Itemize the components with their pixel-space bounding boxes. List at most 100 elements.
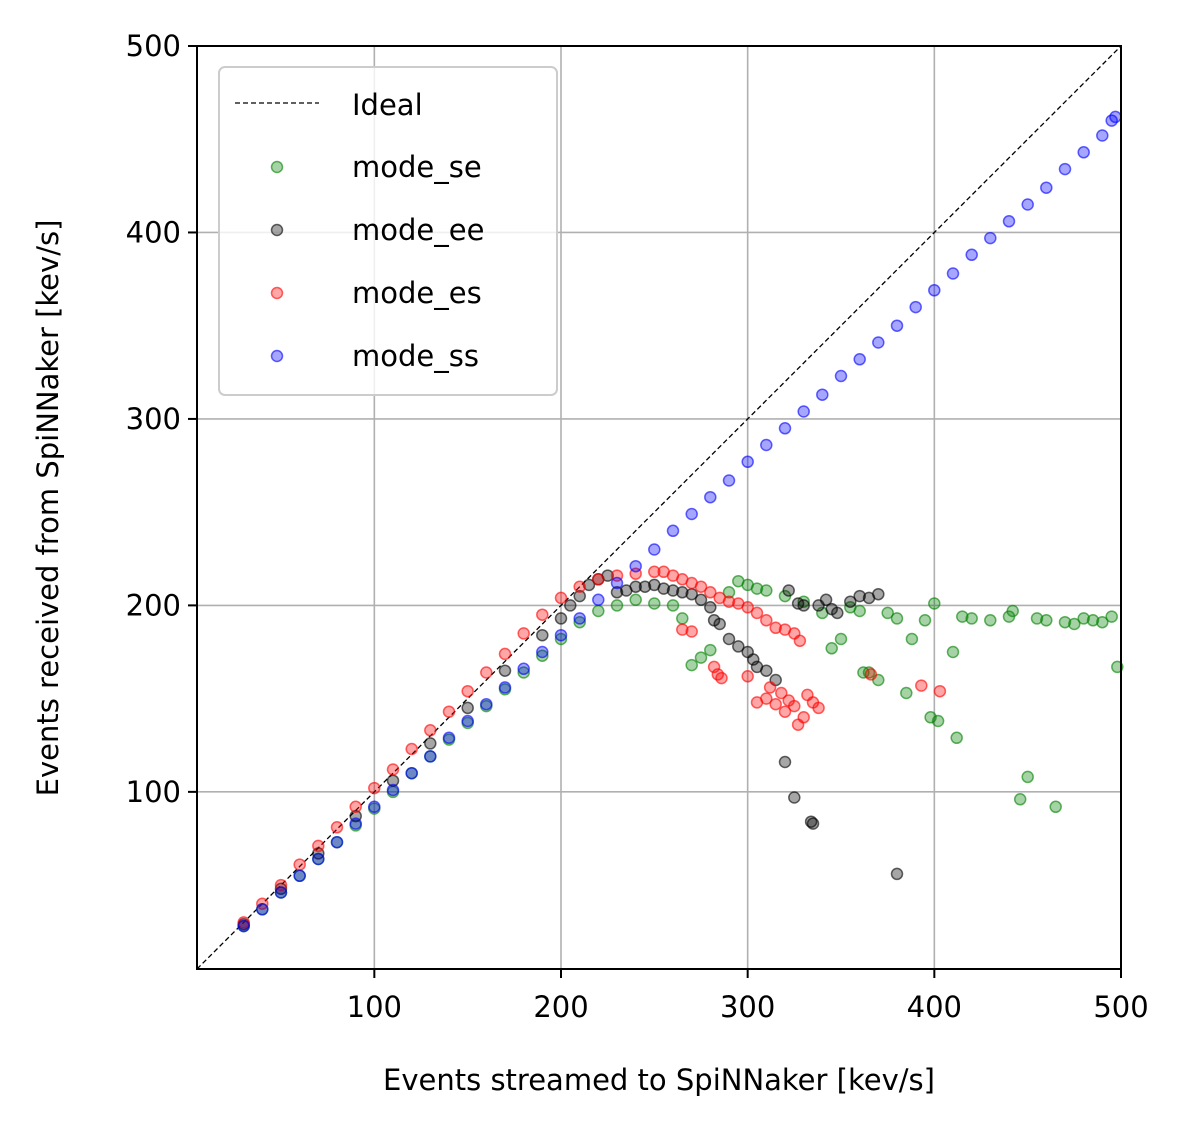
data-point [293, 858, 306, 871]
series-mode_ss [237, 110, 1122, 933]
data-point [788, 699, 801, 713]
data-point [853, 589, 866, 603]
y-axis-label: Events received from SpiNNaker [kev/s] [31, 220, 65, 797]
data-point [330, 835, 344, 849]
data-point [778, 755, 792, 769]
data-point [713, 617, 726, 631]
data-point [782, 584, 795, 597]
data-point [405, 742, 418, 756]
data-point [330, 821, 344, 834]
data-point [741, 455, 754, 469]
data-point [862, 666, 876, 679]
data-point [349, 817, 362, 830]
data-point [825, 642, 838, 655]
data-point [554, 632, 568, 646]
data-point [741, 601, 754, 614]
data-point [582, 578, 596, 592]
data-point [1002, 215, 1016, 228]
data-point [274, 882, 288, 896]
data-point [775, 686, 788, 700]
data-point [554, 612, 568, 625]
y-tick-label: 200 [126, 588, 181, 622]
data-point [498, 681, 512, 694]
data-point [685, 507, 698, 521]
data-point [704, 643, 717, 657]
data-point [806, 817, 820, 830]
data-point [1049, 800, 1062, 814]
data-point [722, 632, 736, 646]
data-point [1013, 793, 1027, 806]
data-point [685, 658, 698, 672]
data-point [741, 670, 754, 683]
data-point [1068, 617, 1081, 631]
legend-marker-mode_ee [270, 223, 284, 237]
data-point [1058, 615, 1072, 629]
x-tick-label: 200 [533, 990, 588, 1024]
data-point [461, 684, 474, 698]
data-point [694, 651, 708, 664]
data-point [797, 405, 810, 418]
data-point [905, 632, 919, 646]
data-point [890, 319, 904, 332]
data-point [349, 800, 362, 814]
data-point [763, 681, 777, 694]
data-point [610, 576, 624, 590]
data-point [573, 615, 586, 629]
data-point [946, 267, 960, 280]
data-point [864, 668, 878, 681]
data-point [424, 750, 437, 763]
data-point [900, 686, 913, 700]
data-point [1030, 612, 1044, 625]
data-point [769, 697, 782, 711]
data-point [424, 724, 437, 737]
data-point [732, 640, 745, 653]
data-point [778, 422, 792, 435]
data-point [480, 666, 493, 679]
data-points [237, 110, 1124, 933]
data-point [293, 869, 306, 883]
legend-series-entries: mode_se mode_ee mode_es mode_ss [270, 150, 484, 373]
data-point [1077, 612, 1090, 625]
series-mode_es [237, 565, 947, 929]
legend-box [218, 66, 558, 396]
data-point [778, 705, 792, 718]
data-point [629, 593, 642, 607]
data-point [368, 781, 381, 795]
legend-marker-mode_es [270, 286, 284, 300]
data-point [685, 625, 698, 638]
data-point [517, 666, 530, 679]
data-point [237, 916, 250, 929]
data-point [1021, 198, 1034, 211]
x-tick-label: 100 [347, 990, 402, 1024]
data-point [648, 543, 661, 556]
data-point [788, 791, 801, 804]
data-point [573, 612, 586, 625]
data-point [405, 766, 418, 780]
data-point [853, 604, 866, 618]
data-point [676, 623, 689, 636]
y-tick-label: 400 [126, 215, 181, 249]
series-mode_ee [237, 569, 904, 931]
data-point [498, 664, 512, 677]
data-point [747, 653, 760, 666]
data-point [536, 645, 549, 659]
data-point [1086, 614, 1100, 627]
data-point [931, 714, 945, 728]
data-point [1006, 604, 1019, 618]
legend-label-ideal: Ideal [352, 88, 423, 122]
data-point [498, 647, 512, 661]
data-point [312, 839, 325, 853]
data-point [722, 474, 736, 487]
data-point [592, 604, 605, 618]
data-point [804, 815, 818, 828]
data-point [573, 589, 586, 603]
data-point [890, 867, 904, 881]
data-point [648, 565, 661, 579]
data-point [984, 614, 997, 627]
data-point [386, 763, 400, 776]
data-point [793, 634, 807, 648]
data-point [610, 586, 624, 599]
data-point [676, 586, 689, 599]
data-point [760, 438, 773, 452]
